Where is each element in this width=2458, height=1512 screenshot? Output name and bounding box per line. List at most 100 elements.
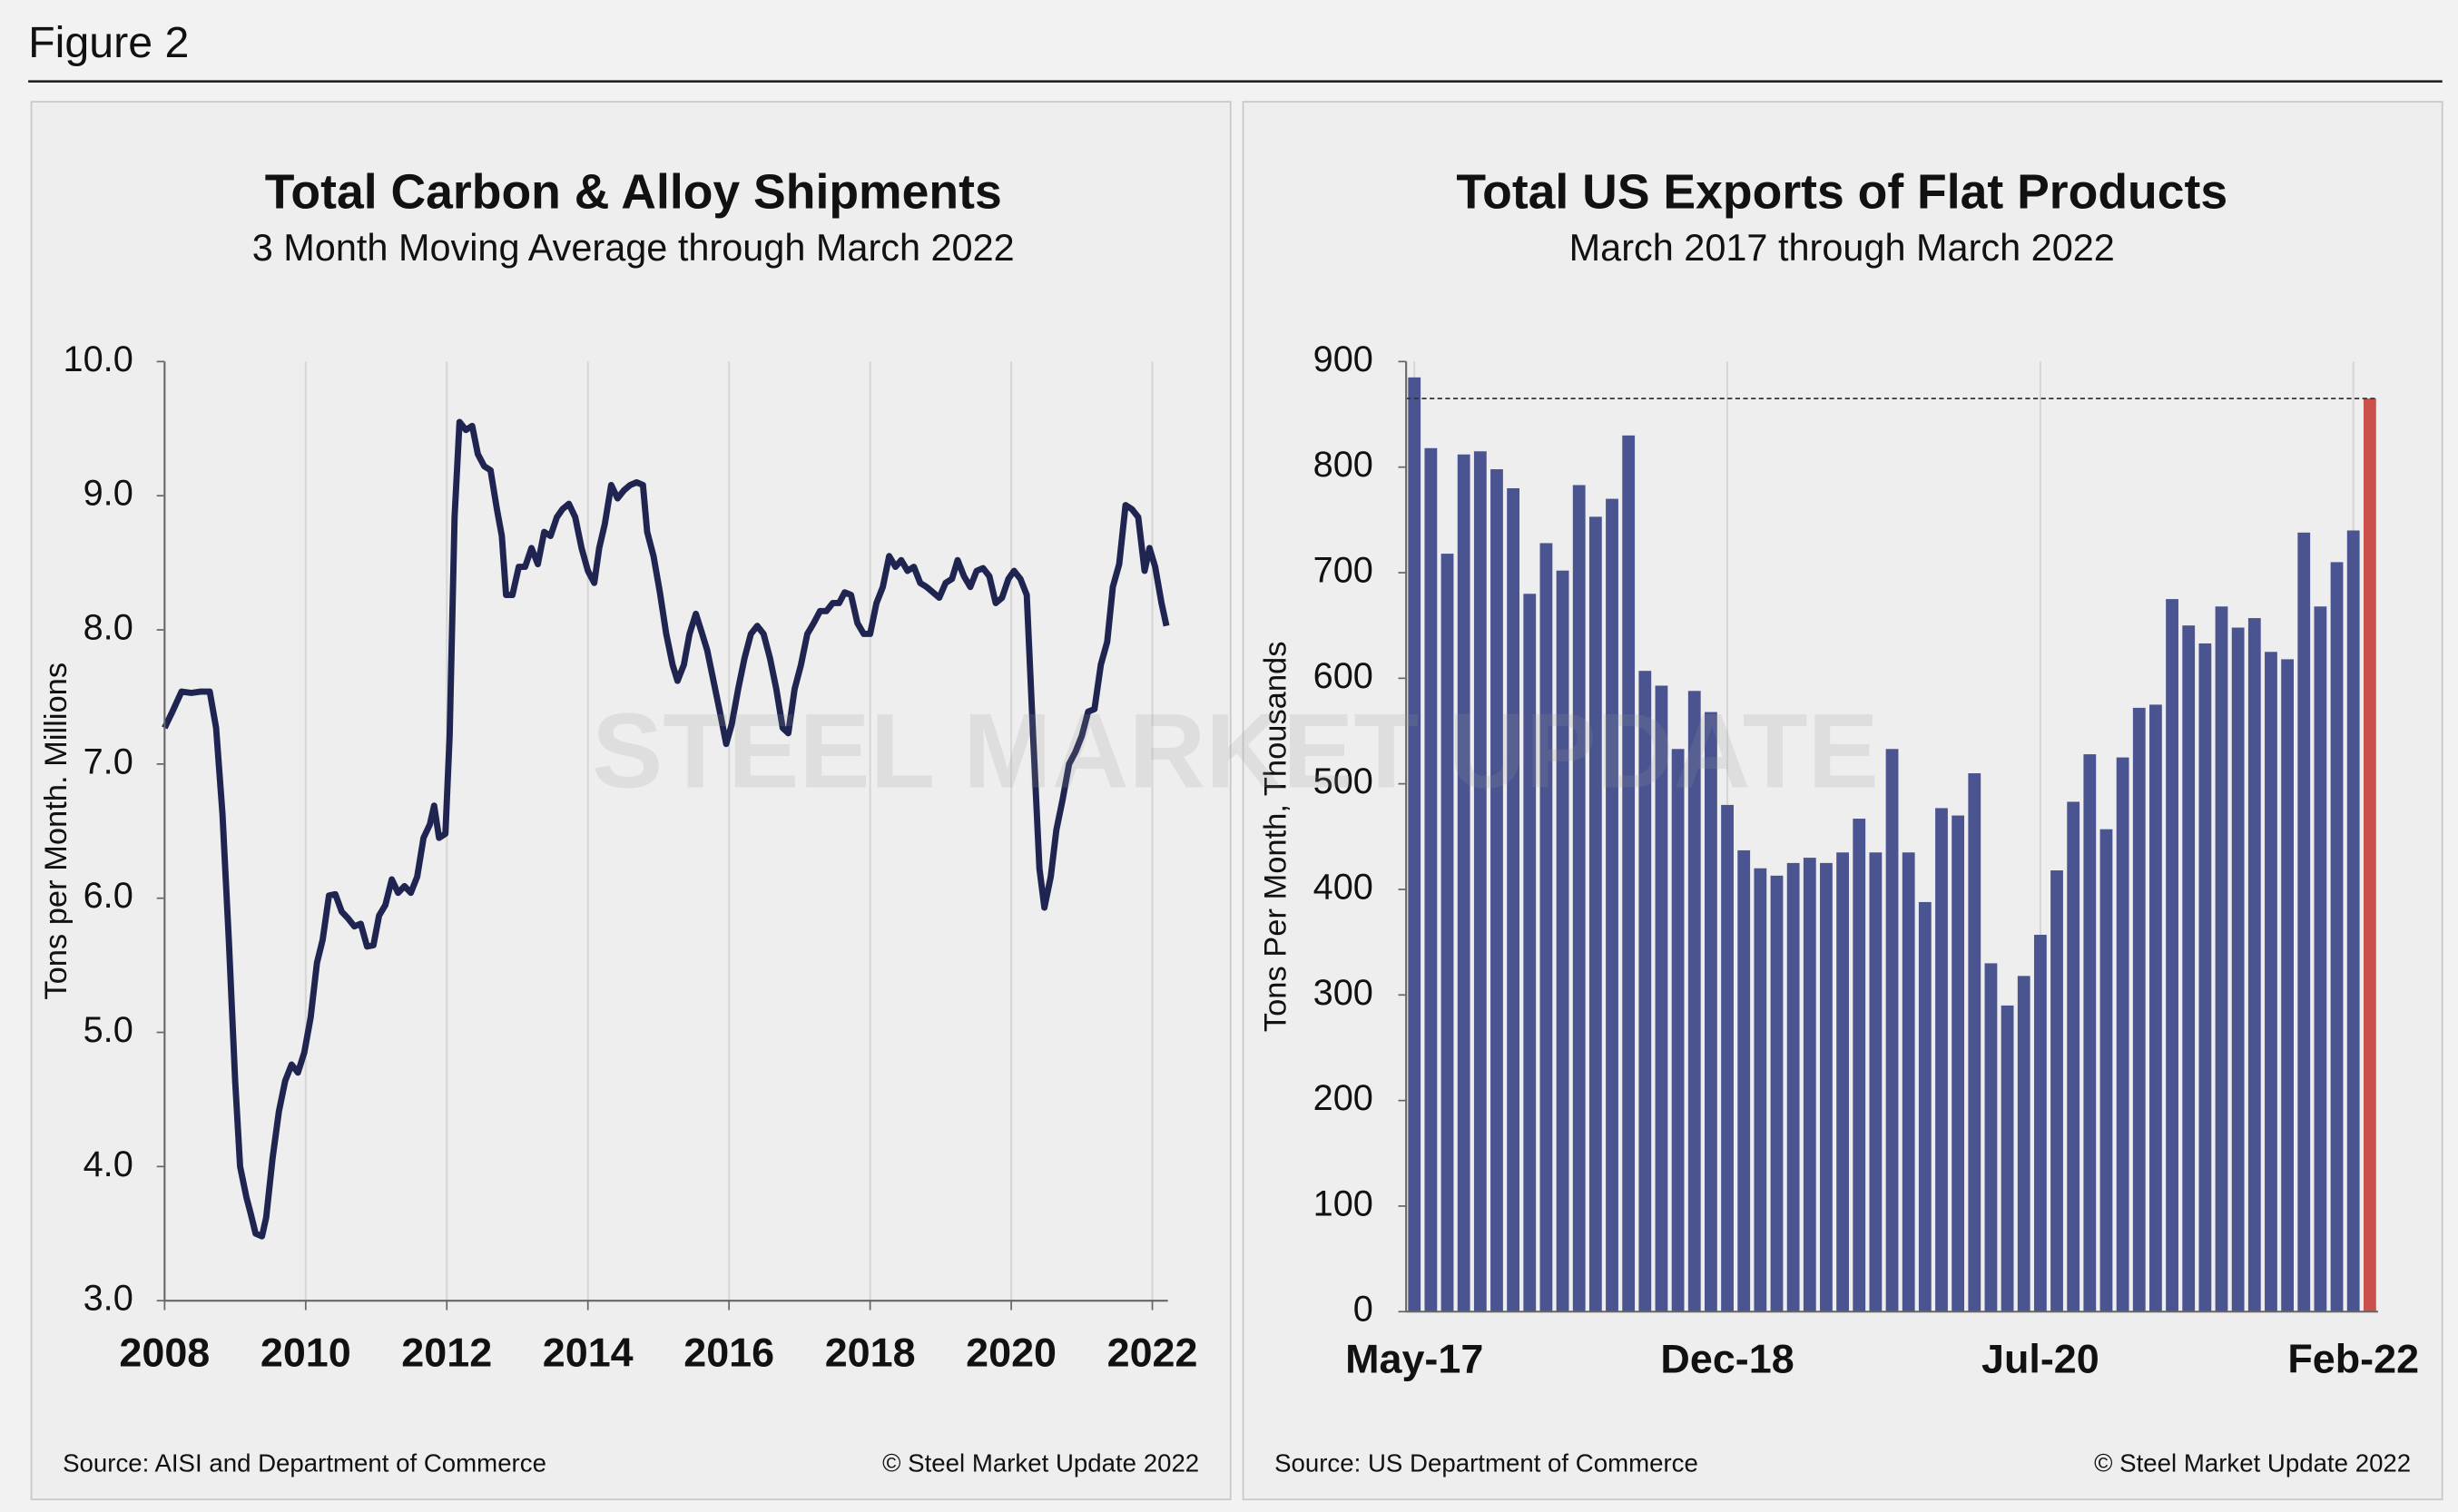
source: Source: US Department of Commerce (1274, 1449, 1698, 1478)
x-tick-label: Dec-18 (1660, 1335, 1794, 1381)
bar (2132, 707, 2146, 1312)
bar (1968, 773, 1981, 1312)
bar (2215, 606, 2228, 1312)
bar (2050, 870, 2063, 1312)
source: Source: AISI and Department of Commerce (63, 1449, 546, 1478)
bar (1622, 435, 1636, 1312)
y-axis-label: Tons per Month. Millions (39, 663, 74, 1000)
bar (2166, 599, 2178, 1312)
y-tick-label: 900 (1313, 339, 1373, 379)
bar (1836, 852, 1849, 1312)
data-line (162, 418, 1170, 1240)
x-tick-label: 2020 (966, 1329, 1057, 1375)
copyright: © Steel Market Update 2022 (882, 1449, 1199, 1478)
y-tick-label: 8.0 (84, 608, 133, 648)
y-tick-label: 7.0 (84, 741, 133, 781)
bar (1539, 543, 1553, 1312)
y-tick-label: 9.0 (84, 474, 133, 514)
x-tick-label: 2008 (119, 1329, 210, 1375)
bar (1671, 749, 1685, 1312)
bar (1556, 570, 1569, 1312)
bar (2247, 618, 2261, 1312)
bar (1440, 554, 1454, 1312)
bar (2314, 606, 2327, 1312)
figure-title: Figure 2 (28, 18, 189, 67)
bar (1507, 487, 1520, 1312)
bar (2198, 643, 2212, 1312)
bar (2116, 757, 2129, 1312)
bar (1786, 862, 1800, 1312)
bar (1803, 858, 1816, 1312)
bar (2033, 934, 2047, 1312)
bar (1984, 963, 1998, 1312)
bar (1572, 485, 1586, 1312)
bar (1918, 901, 1932, 1312)
x-tick-label: 2012 (401, 1329, 492, 1375)
bar (1687, 691, 1701, 1312)
bar (2363, 398, 2376, 1312)
bar (2265, 652, 2277, 1312)
bar (1638, 671, 1652, 1312)
y-tick-label: 10.0 (63, 339, 133, 379)
y-tick-label: 600 (1313, 656, 1373, 696)
chart-title: Total US Exports of Flat Products (1456, 166, 2227, 220)
x-tick-label: 2016 (683, 1329, 774, 1375)
bar (1523, 594, 1537, 1312)
y-tick-label: 0 (1353, 1290, 1373, 1330)
bar (1588, 516, 1602, 1312)
plots: Total Carbon & Alloy Shipments 3 Month Mo… (39, 166, 2419, 1478)
bar (1490, 469, 1503, 1312)
x-tick-label: 2014 (543, 1329, 634, 1375)
y-tick-label: 3.0 (84, 1279, 133, 1319)
bar (2182, 625, 2196, 1312)
x-tick-label: Feb-22 (2287, 1335, 2419, 1381)
bar (1457, 454, 1470, 1312)
bar (2067, 801, 2080, 1312)
copyright: © Steel Market Update 2022 (2094, 1449, 2411, 1478)
bar (1853, 819, 1866, 1312)
x-tick-label: May-17 (1345, 1335, 1483, 1381)
bar (2297, 532, 2311, 1312)
bar (2001, 1005, 2014, 1312)
bar (2017, 976, 2030, 1312)
y-axis-label: Tons Per Month, Thousands (1259, 642, 1293, 1033)
bar (1705, 712, 1717, 1312)
bar (1869, 852, 1883, 1312)
bar (2281, 659, 2295, 1312)
bar (2083, 754, 2097, 1312)
bar (1424, 447, 1438, 1312)
bar (1606, 498, 1618, 1312)
chart-title: Total Carbon & Alloy Shipments (265, 166, 1002, 220)
bar (1952, 815, 1965, 1312)
y-tick-label: 700 (1313, 551, 1373, 591)
bar (1770, 875, 1784, 1312)
x-tick-label: 2018 (825, 1329, 916, 1375)
bar (1473, 451, 1487, 1312)
bar (2231, 627, 2245, 1312)
y-tick-label: 100 (1313, 1183, 1373, 1223)
y-tick-label: 200 (1313, 1078, 1373, 1118)
y-tick-label: 5.0 (84, 1010, 133, 1050)
chart-subtitle: 3 Month Moving Average through March 202… (252, 227, 1015, 269)
bar (1935, 808, 1948, 1312)
y-tick-label: 300 (1313, 973, 1373, 1013)
panel (30, 101, 1232, 1501)
bar (1754, 868, 1767, 1312)
bar (1737, 849, 1751, 1312)
watermark: STEEL MARKET UPDATE (592, 692, 1879, 810)
bar (1721, 804, 1734, 1312)
bar (1408, 377, 1421, 1312)
y-tick-label: 4.0 (84, 1144, 133, 1184)
bar (2346, 530, 2360, 1312)
bar (1902, 852, 1915, 1312)
bar (1820, 862, 1833, 1312)
bar (1655, 685, 1668, 1312)
chart-subtitle: March 2017 through March 2022 (1569, 227, 2115, 269)
y-tick-label: 6.0 (84, 876, 133, 916)
y-tick-label: 800 (1313, 445, 1373, 485)
y-tick-label: 400 (1313, 867, 1373, 907)
bar (2149, 704, 2162, 1312)
x-tick-label: 2010 (261, 1329, 351, 1375)
x-tick-label: Jul-20 (1981, 1335, 2099, 1381)
